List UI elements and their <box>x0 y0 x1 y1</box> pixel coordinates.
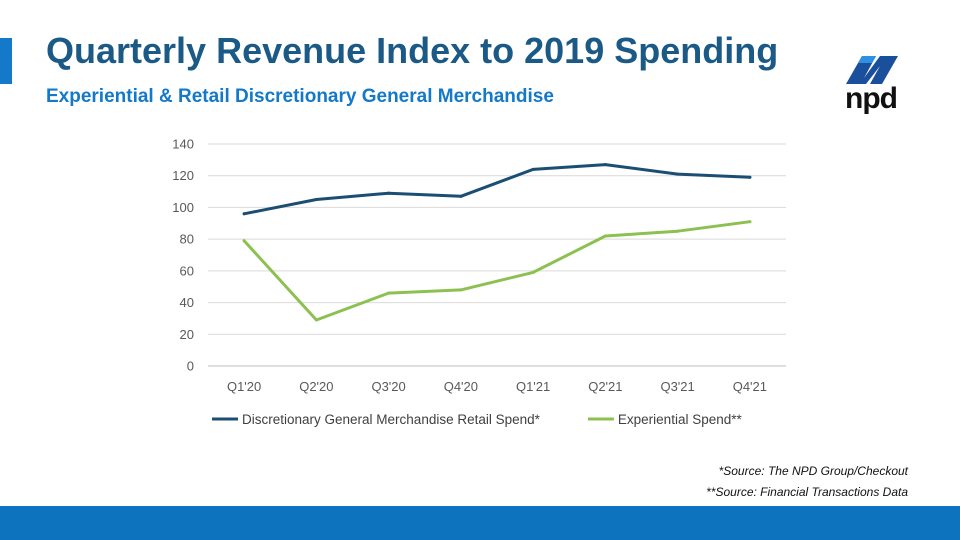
series-1-point-1 <box>314 318 318 322</box>
x-tick-label-3: Q4'20 <box>444 379 478 394</box>
y-tick-label-20: 20 <box>180 327 194 342</box>
series-1-point-3 <box>459 288 463 292</box>
series-1-point-7 <box>748 220 752 224</box>
series-0-point-3 <box>459 194 463 198</box>
series-1-point-4 <box>531 270 535 274</box>
series-1-point-2 <box>387 291 391 295</box>
series-0-point-2 <box>387 191 391 195</box>
x-tick-label-4: Q1'21 <box>516 379 550 394</box>
series-0-point-0 <box>242 212 246 216</box>
npd-logo: npd <box>836 52 906 115</box>
x-tick-label-2: Q3'20 <box>371 379 405 394</box>
page-title: Quarterly Revenue Index to 2019 Spending <box>46 30 779 71</box>
x-tick-label-0: Q1'20 <box>227 379 261 394</box>
series-0-point-4 <box>531 167 535 171</box>
series-1-point-5 <box>603 234 607 238</box>
x-tick-label-1: Q2'20 <box>299 379 333 394</box>
line-chart: 0 20 40 60 80 100 120 140 Q1'20 Q2'20 Q3'20 Q4'20 Q1… <box>172 137 786 427</box>
series-line-1 <box>242 220 752 322</box>
legend-label-0: Discretionary General Merchandise Retail… <box>242 412 541 427</box>
legend-label-1: Experiential Spend** <box>618 412 743 427</box>
x-tick-label-6: Q3'21 <box>660 379 694 394</box>
series-0-point-7 <box>748 175 752 179</box>
series-0-point-6 <box>676 172 680 176</box>
y-tick-label-60: 60 <box>180 263 194 278</box>
series-0-point-1 <box>314 198 318 201</box>
y-tick-label-140: 140 <box>172 137 194 152</box>
y-tick-label-0: 0 <box>187 359 194 374</box>
series-1-point-0 <box>242 239 246 243</box>
npd-logo-text: npd <box>845 82 898 115</box>
x-tick-label-7: Q4'21 <box>733 379 767 394</box>
source-note-2: **Source: Financial Transactions Data <box>706 485 908 499</box>
npd-swoosh-icon <box>846 56 898 84</box>
y-tick-label-120: 120 <box>172 168 194 183</box>
title-accent-bar <box>0 38 12 84</box>
series-1-point-6 <box>676 229 680 233</box>
series-0-point-5 <box>603 163 607 167</box>
source-note-1: *Source: The NPD Group/Checkout <box>718 464 908 478</box>
y-tick-label-100: 100 <box>172 200 194 215</box>
series-line-0 <box>242 163 752 216</box>
y-tick-label-80: 80 <box>180 232 194 247</box>
x-tick-label-5: Q2'21 <box>588 379 622 394</box>
y-tick-label-40: 40 <box>180 295 194 310</box>
page-subtitle: Experiential & Retail Discretionary Gene… <box>46 86 554 107</box>
footer-bar <box>0 506 960 540</box>
